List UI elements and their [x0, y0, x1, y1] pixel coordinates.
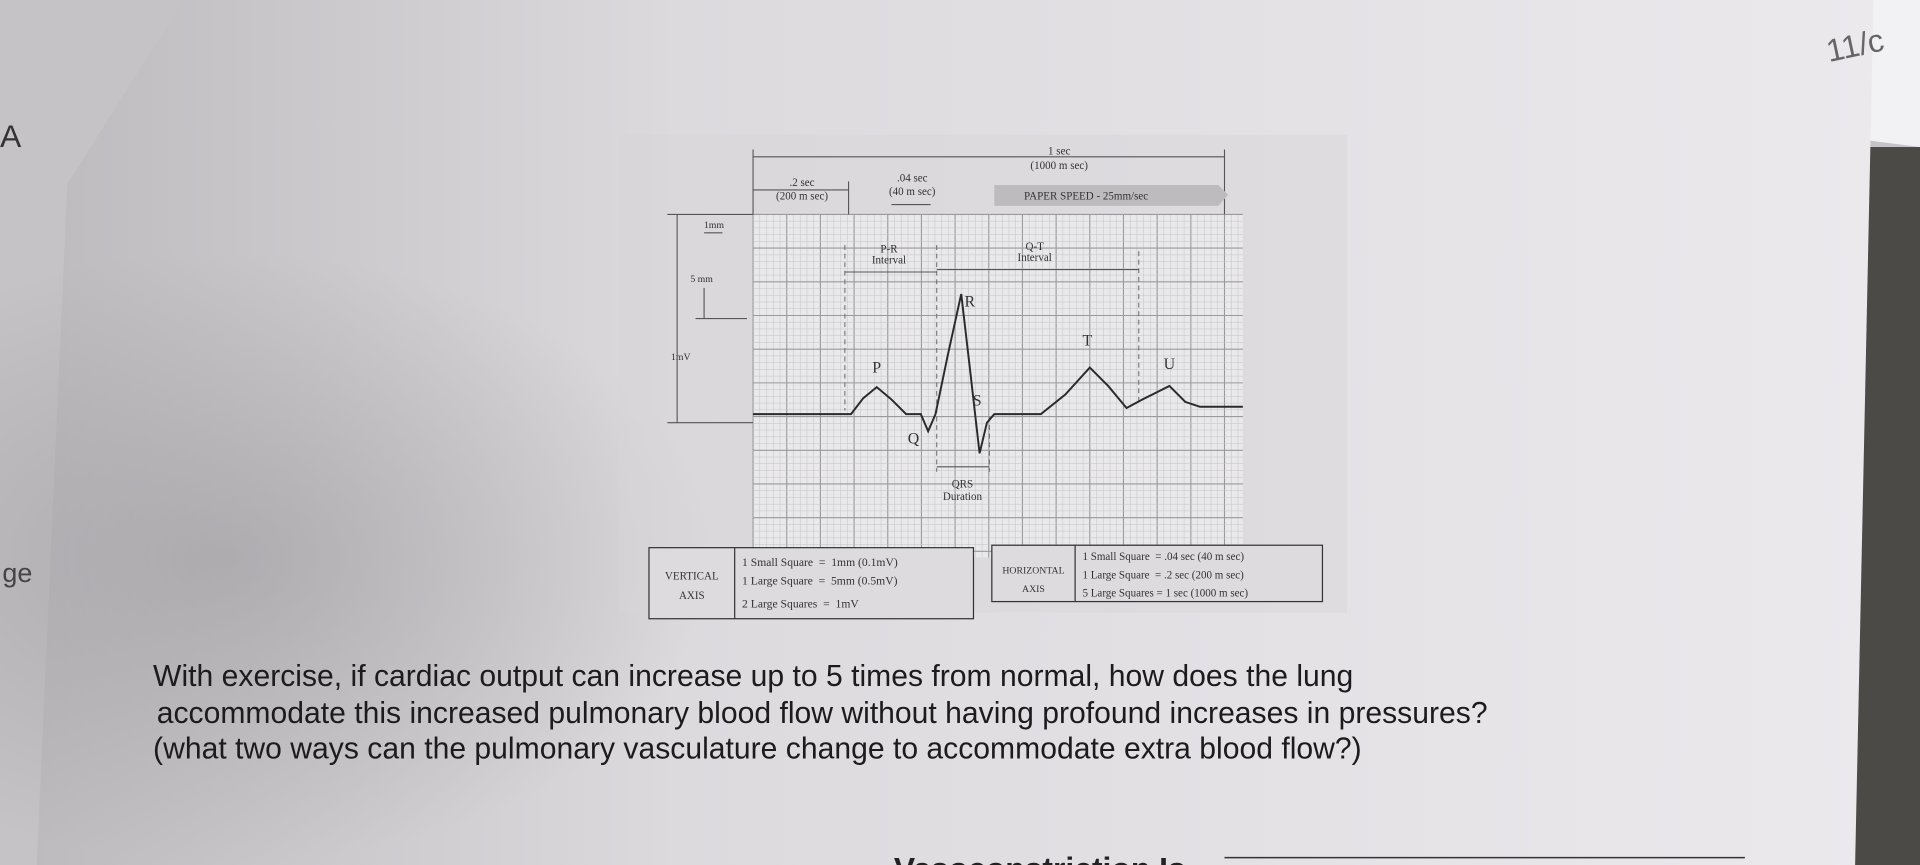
- wave-label: R: [964, 293, 975, 310]
- cut-off-answer: Vasoconstriction Is: [894, 851, 1186, 865]
- ecg-trace: [753, 293, 1243, 454]
- wave-label: T: [1082, 333, 1092, 350]
- axis-label: AXIS: [679, 590, 705, 602]
- question-line: (what two ways can the pulmonary vascula…: [153, 732, 1362, 765]
- margin-letter: A: [0, 118, 22, 154]
- paper-speed-box: [994, 185, 1229, 206]
- axis-row: 1 Small Square = .04 sec (40 m sec): [1082, 551, 1244, 563]
- interval-label: Interval: [1018, 252, 1052, 264]
- scale-label: .2 sec: [789, 177, 814, 189]
- axis-row: 2 Large Squares = 1mV: [742, 598, 859, 611]
- wave-label: P: [872, 359, 881, 376]
- vertical-axis-box: [648, 547, 975, 620]
- axis-row: 1 Large Square = .2 sec (200 m sec): [1082, 569, 1244, 581]
- axis-row: 1 Small Square = 1mm (0.1mV): [742, 556, 898, 569]
- axis-row: 1 Large Square = 5mm (0.5mV): [742, 574, 898, 587]
- wave-label: U: [1164, 356, 1176, 373]
- interval-label: Duration: [943, 491, 983, 503]
- interval-label: Q-T: [1026, 241, 1045, 253]
- grid-paper: [753, 214, 1243, 558]
- margin-word: ge: [2, 558, 32, 588]
- scale-label: 1mm: [704, 220, 724, 231]
- ecg-grid: [752, 213, 1243, 558]
- scale-label: (40 m sec): [889, 186, 936, 198]
- scale-label: (1000 m sec): [1030, 160, 1088, 172]
- scale-label: 1mV: [671, 352, 691, 363]
- question-line: accommodate this increased pulmonary blo…: [157, 697, 1488, 730]
- scale-label: 5 mm: [690, 274, 713, 285]
- interval-label: QRS: [952, 479, 973, 491]
- question-line: With exercise, if cardiac output can inc…: [153, 660, 1353, 693]
- wave-label: Q: [908, 431, 920, 448]
- interval-label: Interval: [872, 254, 906, 266]
- axis-label: VERTICAL: [665, 571, 719, 583]
- axis-label: AXIS: [1022, 584, 1045, 595]
- wave-label: S: [973, 393, 982, 410]
- scale-label: (200 m sec): [776, 191, 828, 203]
- scale-label: 1 sec: [1048, 145, 1070, 157]
- scale-label: .04 sec: [897, 172, 928, 184]
- horizontal-axis-box: [991, 544, 1324, 603]
- axis-label: HORIZONTAL: [1002, 565, 1064, 576]
- axis-row: 5 Large Squares = 1 sec (1000 m sec): [1082, 588, 1248, 600]
- interval-label: P-R: [880, 243, 898, 255]
- paper-speed: PAPER SPEED - 25mm/sec: [1024, 191, 1148, 203]
